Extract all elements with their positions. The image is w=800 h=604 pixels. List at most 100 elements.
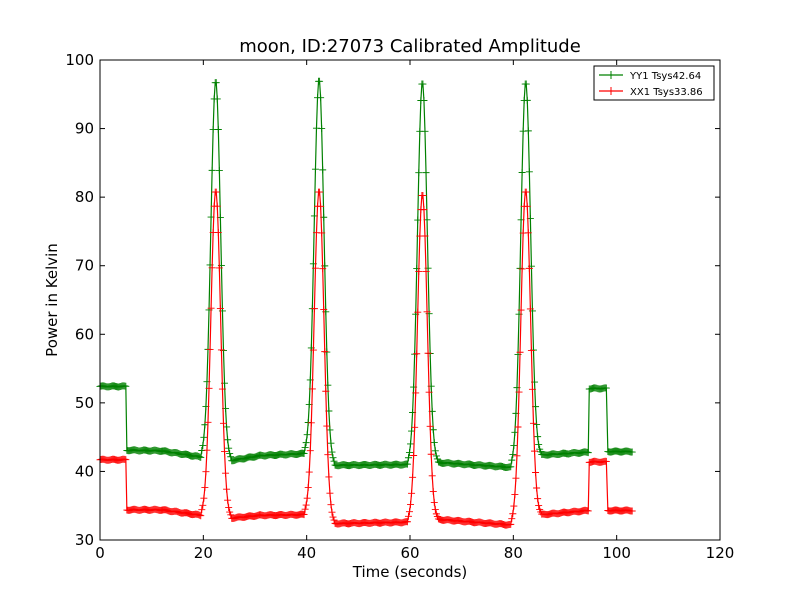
data-point-marker (319, 166, 327, 174)
data-point-marker (302, 439, 310, 447)
data-point-marker (222, 469, 230, 477)
data-point-marker (224, 436, 232, 444)
data-point-marker (524, 127, 532, 135)
data-point-marker (420, 97, 428, 104)
data-point-marker (311, 165, 319, 173)
data-point-marker (330, 516, 338, 524)
legend-box (593, 65, 715, 101)
legend-label: YY1 Tsys42.64 (629, 71, 701, 82)
data-point-marker (329, 513, 337, 521)
data-point-marker (584, 449, 592, 457)
y-tick-label: 40 (75, 462, 94, 480)
x-tick-label: 80 (504, 544, 523, 562)
data-point-marker (214, 126, 222, 134)
data-point-marker (518, 168, 526, 176)
data-point-marker (198, 506, 206, 514)
x-tick-label: 100 (602, 544, 631, 562)
data-point-marker (329, 454, 337, 462)
data-point-marker (122, 382, 130, 390)
data-point-marker (525, 168, 533, 176)
data-point-marker (316, 188, 324, 196)
data-point-marker (419, 192, 427, 200)
data-point-marker (223, 423, 231, 431)
data-point-marker (306, 447, 314, 455)
data-point-marker (403, 460, 411, 468)
data-point-marker (507, 463, 515, 471)
data-point-marker (408, 427, 416, 435)
data-point-marker (407, 500, 415, 508)
legend-marker (607, 87, 615, 95)
data-point-marker (422, 267, 430, 275)
data-point-marker (224, 496, 232, 504)
data-point-marker (513, 452, 521, 460)
data-point-marker (527, 346, 535, 354)
data-point-marker (584, 507, 592, 515)
data-point-marker (424, 349, 432, 357)
data-point-marker (532, 469, 540, 477)
data-point-marker (201, 483, 209, 491)
y-axis-label: Power in Kelvin (43, 243, 61, 357)
plot-area-background (100, 60, 720, 540)
data-point-marker (202, 468, 210, 476)
x-tick-label: 60 (400, 544, 419, 562)
data-point-marker (602, 384, 610, 392)
data-point-marker (415, 169, 423, 177)
data-point-marker (199, 501, 207, 509)
y-tick-label: 70 (75, 257, 94, 275)
data-point-marker (213, 202, 221, 210)
data-point-marker (628, 448, 636, 456)
data-point-marker (412, 389, 420, 397)
data-point-marker (405, 448, 413, 456)
data-point-marker (317, 94, 325, 102)
data-point-marker (428, 472, 436, 480)
data-point-marker (322, 387, 330, 395)
data-point-marker (516, 348, 524, 356)
y-tick-label: 80 (75, 188, 94, 206)
data-point-marker (219, 419, 227, 427)
data-point-marker (410, 451, 418, 459)
y-tick-label: 90 (75, 120, 94, 138)
data-point-marker (511, 491, 519, 499)
data-point-marker (531, 447, 539, 455)
data-point-marker (208, 166, 216, 174)
data-point-marker (311, 264, 319, 272)
data-point-marker (212, 188, 220, 196)
data-point-marker (227, 511, 235, 519)
data-point-marker (330, 457, 338, 465)
data-point-marker (321, 348, 329, 356)
data-point-marker (206, 345, 214, 353)
data-point-marker (326, 489, 334, 497)
data-point-marker (404, 512, 412, 520)
data-point-marker (199, 441, 207, 449)
data-point-marker (628, 507, 636, 515)
data-point-marker (208, 264, 216, 272)
data-point-marker (310, 305, 318, 313)
data-point-marker (317, 202, 325, 210)
plot-frame (99, 59, 721, 541)
x-tick-label: 120 (706, 544, 735, 562)
legend-marker (607, 71, 615, 79)
data-point-marker (226, 450, 234, 458)
tick-layer: 0 20 40 60 80 100 120 30 40 50 60 70 80 90 100 (65, 51, 734, 562)
data-point-marker (409, 473, 417, 481)
data-point-marker (301, 505, 309, 513)
data-point-marker (522, 80, 530, 88)
data-point-marker (518, 265, 526, 273)
data-point-marker (508, 515, 516, 523)
data-point-marker (303, 431, 311, 439)
data-point-marker (328, 508, 336, 516)
data-point-marker (507, 520, 515, 528)
data-point-marker (432, 452, 440, 460)
data-point-marker (324, 451, 332, 459)
data-point-marker (423, 308, 431, 316)
data-point-marker (215, 264, 223, 272)
data-point-marker (122, 456, 130, 464)
data-point-marker (309, 346, 317, 354)
legend: YY1 Tsys42.64 XX1 Tsys33.86 (593, 65, 715, 101)
data-point-marker (225, 504, 233, 512)
data-point-marker (523, 202, 531, 210)
data-point-marker (421, 127, 429, 135)
data-point-marker (407, 440, 415, 448)
data-point-marker (403, 518, 411, 526)
